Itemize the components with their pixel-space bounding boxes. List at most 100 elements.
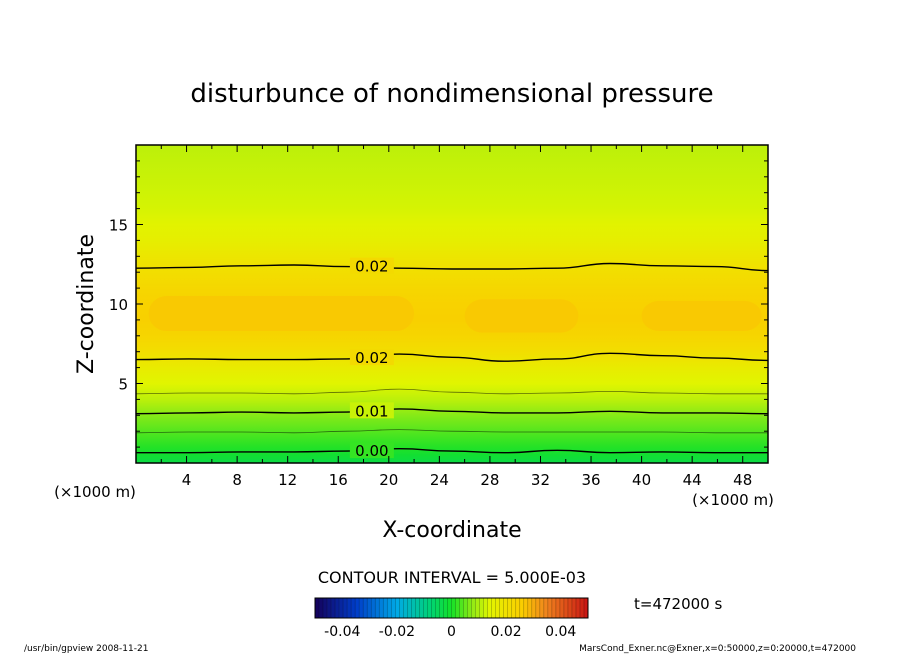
colorbar-cell <box>435 598 440 618</box>
field-patches <box>148 296 762 333</box>
max-patch-2 <box>641 300 762 332</box>
y-axis-label: Z-coordinate <box>74 234 99 374</box>
colorbar-cell <box>331 598 336 618</box>
x-tick-label: 16 <box>329 471 348 489</box>
contour-label-2: 0.01 <box>355 402 388 420</box>
colorbar-cell <box>383 598 388 618</box>
colorbar-frame <box>314 597 589 619</box>
colorbar-cell <box>343 598 348 618</box>
colorbar-cell <box>423 598 428 618</box>
colorbar-cell <box>523 598 529 618</box>
contour-label-bg-0 <box>349 257 394 274</box>
contour-line-1 <box>135 352 769 362</box>
colorbar-cell <box>323 598 328 618</box>
contour-line-3 <box>136 447 768 454</box>
x-tick-label: 40 <box>632 471 651 489</box>
colorbar-cell <box>375 598 380 618</box>
colorbar-cell <box>583 598 589 618</box>
colorbar-cell <box>543 598 549 618</box>
colorbar-cell <box>575 598 581 618</box>
y-tick-label: 5 <box>118 376 128 394</box>
colorbar-cell <box>395 598 400 618</box>
colorbar-cell <box>327 598 332 618</box>
colorbar-cell <box>479 598 484 618</box>
x-tick-label: 20 <box>379 471 398 489</box>
colorbar-cell <box>427 598 432 618</box>
colorbar-cell <box>431 598 436 618</box>
colorbar-cell <box>531 598 537 618</box>
colorbar-tick-labels: -0.04 -0.02 0 0.02 0.04 <box>324 624 576 640</box>
x-tick-label: 48 <box>733 471 752 489</box>
y-tick-label: 15 <box>109 217 128 235</box>
colorbar-cell <box>539 598 545 618</box>
colorbar-cell <box>403 598 408 618</box>
colorbar-cell <box>443 598 448 618</box>
footer-left: /usr/bin/gpview 2008-11-21 <box>24 644 148 654</box>
colorbar-cell <box>547 598 553 618</box>
colorbar-cell <box>563 598 569 618</box>
x-tick-label: 28 <box>480 471 499 489</box>
x-axis-label: X-coordinate <box>382 518 521 543</box>
colorbar-cell <box>339 598 344 618</box>
footer-right: MarsCond_Exner.nc@Exner,x=0:50000,z=0:20… <box>579 644 856 654</box>
colorbar-cell <box>455 598 460 618</box>
x-axis-ticks: 4 8 12 16 20 24 28 32 36 40 44 48 <box>160 145 752 489</box>
colorbar-cell <box>579 598 585 618</box>
minor-contour-1 <box>135 388 768 395</box>
colorbar-cell <box>415 598 420 618</box>
colorbar-cell <box>491 598 496 618</box>
colorbar-cell <box>379 598 384 618</box>
colorbar-cell <box>351 598 356 618</box>
contour-label-0: 0.02 <box>355 258 388 276</box>
colorbar-cell <box>459 598 464 618</box>
colorbar-cell <box>515 598 521 618</box>
contour-label-bg-2 <box>349 402 394 419</box>
max-patch-1 <box>464 299 579 333</box>
colorbar-cell <box>399 598 404 618</box>
contour-lines: 0.02 0.02 0.01 0.00 <box>135 257 769 460</box>
colorbar-cell <box>463 598 468 618</box>
chart-title: disturbunce of nondimensional pressure <box>190 79 713 109</box>
colorbar-cell <box>503 598 508 618</box>
max-patch-0 <box>148 296 415 332</box>
colorbar-cell <box>387 598 392 618</box>
colorbar-cell <box>483 598 488 618</box>
colorbar-cell <box>359 598 364 618</box>
x-tick-label: 8 <box>232 471 242 489</box>
colorbar-cell <box>527 598 533 618</box>
colorbar <box>314 597 589 619</box>
contour-label-bg-3 <box>349 442 394 459</box>
colorbar-cell <box>407 598 412 618</box>
colorbar-cell <box>519 598 525 618</box>
y-tick-label: 10 <box>109 296 128 314</box>
colorbar-cell <box>467 598 472 618</box>
colorbar-cell <box>535 598 541 618</box>
colorbar-cell <box>495 598 500 618</box>
x-tick-label: 44 <box>683 471 702 489</box>
colorbar-cell <box>419 598 424 618</box>
colorbar-tick-label: 0.04 <box>545 624 576 640</box>
colorbar-cell <box>315 598 320 618</box>
x-tick-label: 36 <box>581 471 600 489</box>
contour-line-2 <box>135 408 769 415</box>
colorbar-cell <box>335 598 340 618</box>
colorbar-cell <box>499 598 504 618</box>
colorbar-cell <box>447 598 452 618</box>
contour-line-0 <box>135 262 769 272</box>
colorbar-tick-label: 0 <box>447 624 456 640</box>
x-tick-label: 12 <box>278 471 297 489</box>
x-unit-left: (×1000 m) <box>54 483 136 501</box>
colorbar-tick-label: 0.02 <box>491 624 522 640</box>
time-label: t=472000 s <box>634 595 722 613</box>
colorbar-cell <box>471 598 476 618</box>
colorbar-cell <box>487 598 492 618</box>
colorbar-cell <box>475 598 480 618</box>
colorbar-cell <box>411 598 416 618</box>
colorbar-cell <box>555 598 561 618</box>
contour-label-bg-1 <box>349 349 394 366</box>
minor-contour-0 <box>135 429 768 434</box>
colorbar-cell <box>451 598 456 618</box>
colorbar-cell <box>363 598 368 618</box>
contour-interval-text: CONTOUR INTERVAL = 5.000E-03 <box>318 568 586 587</box>
